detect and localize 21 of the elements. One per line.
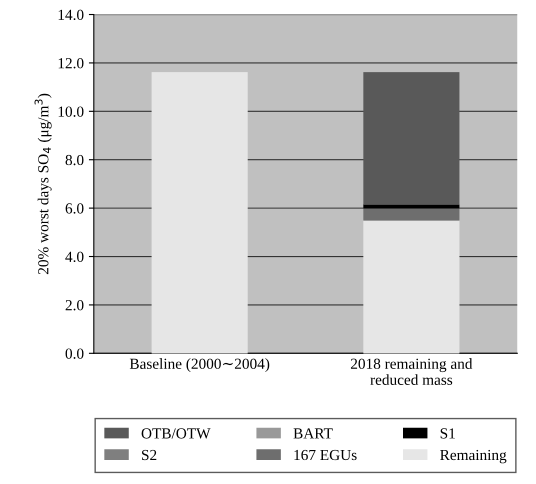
- bar: [152, 72, 248, 354]
- y-tick-label: 4.0: [65, 252, 84, 262]
- y-tick-label: 12.0: [58, 58, 84, 68]
- legend-label: Remaining: [440, 450, 506, 464]
- x-tick-label: Baseline (2000∼2004): [130, 358, 270, 372]
- y-axis-title: 20% worst days SO$_{4}$ (μg/m$^{3}$): [34, 94, 52, 274]
- bar: [363, 208, 460, 221]
- y-tick-label: 0.0: [66, 348, 84, 359]
- legend-label: OTB/OTW: [142, 428, 211, 439]
- y-tick-label: 8.0: [66, 154, 84, 166]
- y-tick-label: 6.0: [66, 203, 84, 214]
- legend-label: S2: [142, 450, 156, 460]
- legend-label: 167 EGUs: [294, 450, 357, 460]
- x-tick-label: 2018 remaining and reduced mass: [350, 358, 472, 385]
- y-tick-label: 14.0: [58, 10, 84, 20]
- bar: [363, 220, 460, 354]
- y-tick-label: 10.0: [58, 106, 84, 117]
- y-tick-label: 2.0: [66, 300, 84, 310]
- bar: [363, 72, 460, 205]
- legend-label: S1: [440, 428, 455, 439]
- legend-label: BART: [294, 428, 333, 438]
